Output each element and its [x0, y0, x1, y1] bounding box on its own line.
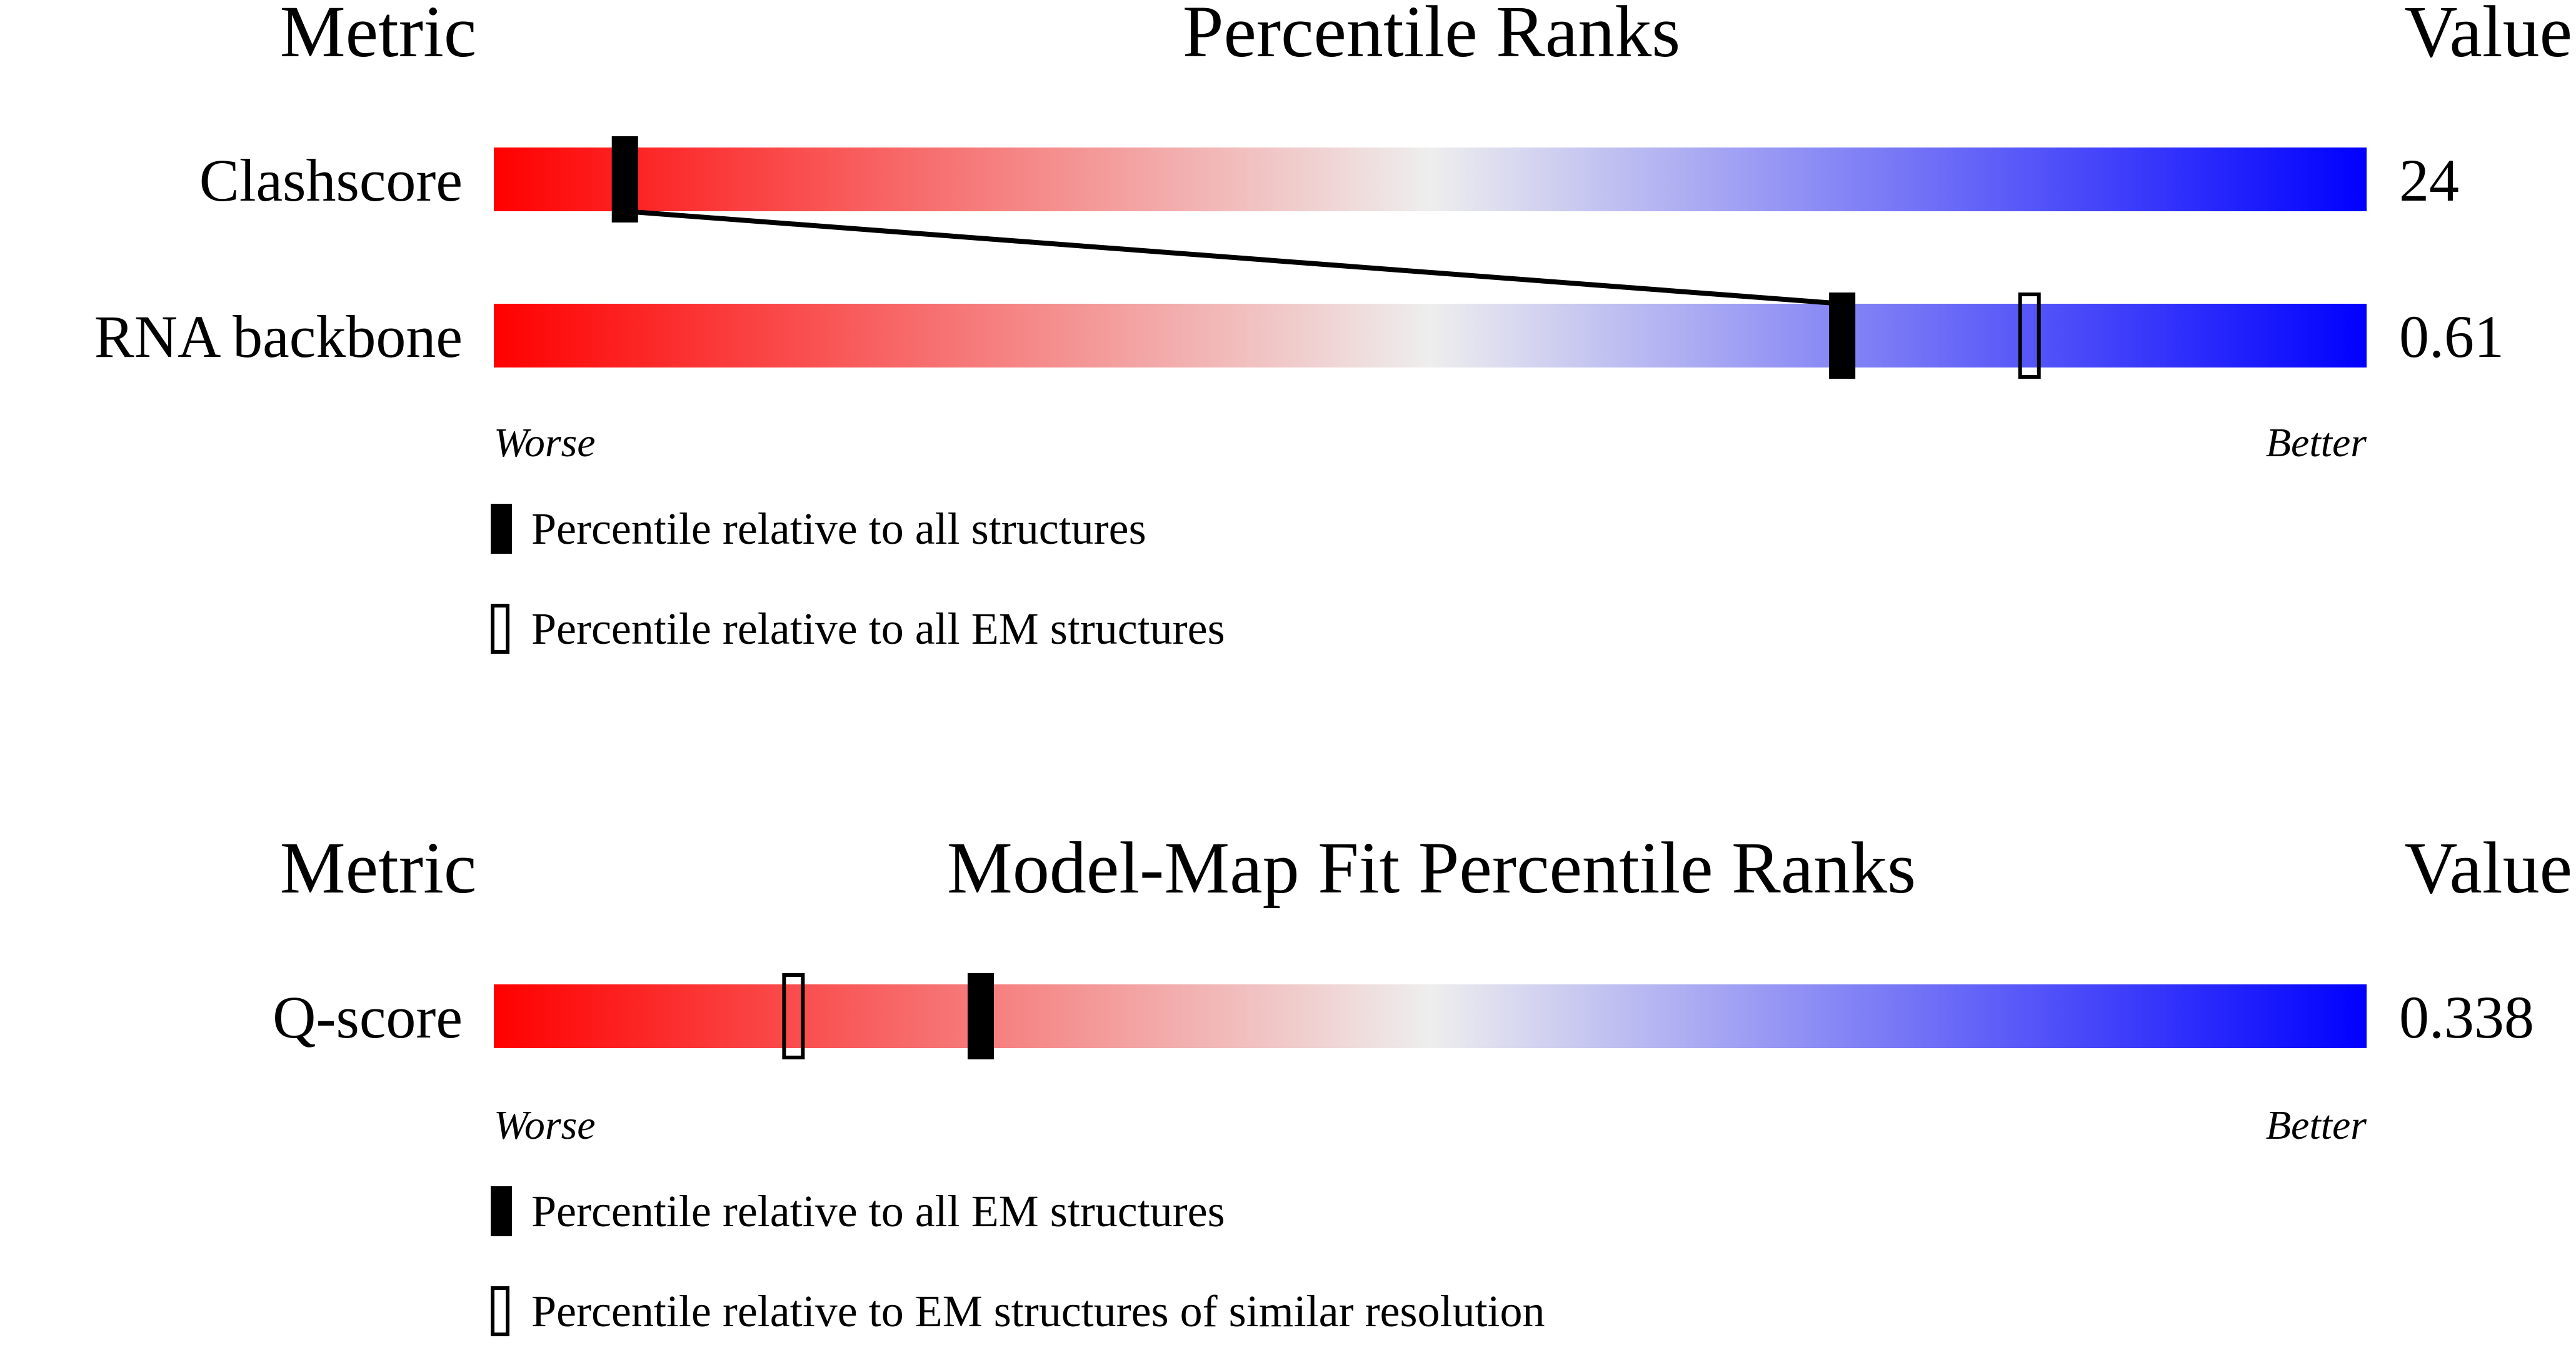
value-header: Value	[2404, 827, 2572, 909]
metric-header: Metric	[280, 0, 477, 72]
metric-label: Q-score	[273, 984, 463, 1051]
percentile-bar	[494, 148, 2367, 211]
filled-percentile-marker	[967, 973, 994, 1059]
worse-label: Worse	[494, 420, 596, 466]
metric-row: RNA backbone 0.61	[94, 292, 2504, 379]
legend-filled-swatch	[491, 504, 512, 554]
metric-label: Clashscore	[199, 147, 463, 214]
percentile-panel-1: Metric Percentile Ranks Value Clashscore 24 R…	[94, 0, 2572, 654]
metric-row: Q-score 0.338	[273, 973, 2534, 1059]
legend-item: Percentile relative to all EM structures	[491, 1186, 1225, 1236]
percentile-connector-line	[624, 209, 1843, 306]
metric-label: RNA backbone	[94, 303, 463, 370]
legend-item: Percentile relative to all structures	[491, 504, 1146, 554]
metric-header: Metric	[280, 827, 477, 909]
panel-title: Model-Map Fit Percentile Ranks	[947, 827, 1916, 909]
legend-open-swatch	[491, 604, 509, 654]
legend-label: Percentile relative to all EM structures	[531, 1186, 1225, 1236]
percentile-panel-2: Metric Model-Map Fit Percentile Ranks Valu…	[273, 827, 2572, 1336]
metric-row: Clashscore 24	[199, 136, 2459, 222]
metric-value: 0.61	[2399, 303, 2504, 370]
percentile-bar	[494, 304, 2367, 368]
panel-title: Percentile Ranks	[1183, 0, 1680, 72]
percentile-bar	[494, 984, 2367, 1048]
legend-open-swatch	[491, 1286, 509, 1336]
open-percentile-marker	[782, 973, 805, 1059]
metric-value: 24	[2399, 147, 2459, 214]
legend-filled-swatch	[491, 1186, 512, 1236]
legend-item: Percentile relative to EM structures of …	[491, 1286, 1545, 1336]
better-label: Better	[2266, 1102, 2367, 1148]
value-header: Value	[2404, 0, 2572, 72]
legend-label: Percentile relative to all EM structures	[531, 604, 1225, 654]
legend-label: Percentile relative to all structures	[531, 504, 1146, 554]
filled-percentile-marker	[611, 136, 638, 222]
open-percentile-marker	[2018, 292, 2041, 379]
metric-value: 0.338	[2399, 984, 2534, 1051]
better-label: Better	[2266, 420, 2367, 466]
legend-item: Percentile relative to all EM structures	[491, 604, 1225, 654]
legend-label: Percentile relative to EM structures of …	[531, 1286, 1545, 1336]
worse-label: Worse	[494, 1102, 596, 1148]
filled-percentile-marker	[1829, 292, 1856, 379]
